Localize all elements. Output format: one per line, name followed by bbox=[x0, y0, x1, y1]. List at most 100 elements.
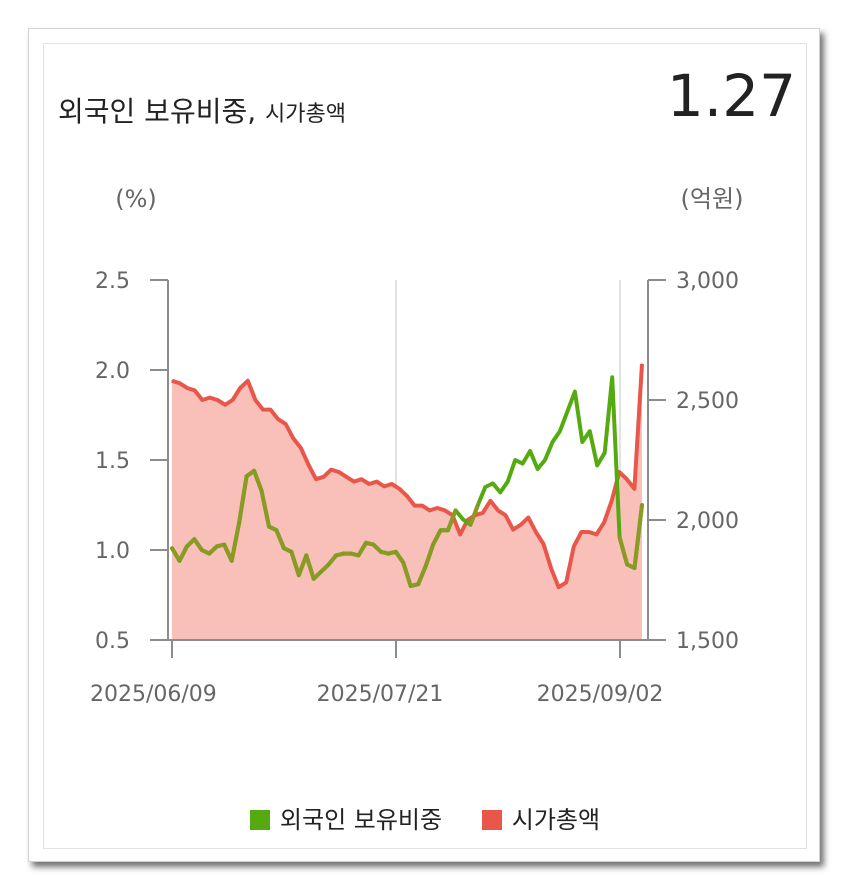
legend-label-foreign-ratio: 외국인 보유비중 bbox=[279, 806, 443, 834]
foreign-ratio-segment-over-area bbox=[401, 560, 413, 588]
foreign-ratio-point bbox=[551, 441, 554, 443]
market-cap-point bbox=[360, 478, 363, 481]
foreign-ratio-point bbox=[327, 563, 330, 566]
market-cap-point bbox=[193, 389, 196, 392]
foreign-ratio-segment-over-area bbox=[229, 521, 242, 563]
foreign-ratio-point bbox=[484, 486, 487, 488]
foreign-ratio-segment-over-area bbox=[170, 546, 182, 563]
market-cap-point bbox=[307, 464, 310, 466]
foreign-ratio-point bbox=[566, 410, 569, 413]
foreign-ratio-segment-over-area bbox=[304, 553, 316, 581]
dual-axis-chart: 2.5 2.0 1.5 1.0 0.5 3,000 2,500 2,000 1,500 2025/… bbox=[90, 185, 744, 707]
foreign-ratio-segment-over-area bbox=[393, 549, 406, 565]
market-cap-point bbox=[269, 408, 272, 411]
market-cap-point bbox=[421, 504, 424, 507]
foreign-ratio-point bbox=[395, 551, 397, 553]
legend-item-market-cap[interactable]: 시가총액 bbox=[481, 800, 601, 835]
foreign-ratio-point bbox=[618, 536, 621, 539]
market-cap-point bbox=[209, 396, 211, 399]
market-cap-point bbox=[284, 423, 287, 425]
x-tick-label: 2025/06/09 bbox=[90, 682, 217, 707]
foreign-ratio-segment-over-area bbox=[192, 537, 204, 552]
foreign-ratio-point bbox=[283, 547, 285, 549]
foreign-ratio-segment-over-area bbox=[356, 540, 368, 558]
market-cap-point bbox=[444, 509, 446, 512]
legend-swatch-red bbox=[481, 810, 502, 830]
market-cap-point bbox=[338, 471, 340, 473]
foreign-ratio-point bbox=[275, 529, 278, 531]
market-cap-point bbox=[580, 531, 583, 533]
foreign-ratio-point bbox=[626, 563, 628, 566]
market-cap-point bbox=[239, 387, 241, 389]
chart-frame: 외국인 보유비중, 시가총액 1.27 2.5 2.0 1.5 1.0 0.5 3,000… bbox=[28, 28, 820, 862]
foreign-ratio-point bbox=[402, 561, 405, 564]
foreign-ratio-point bbox=[544, 459, 546, 461]
market-cap-point bbox=[186, 387, 188, 389]
foreign-ratio-point bbox=[514, 459, 516, 461]
market-cap-point bbox=[231, 399, 234, 401]
foreign-ratio-segment-over-area bbox=[416, 564, 428, 587]
foreign-ratio-segment-over-area bbox=[274, 528, 286, 551]
foreign-ratio-segment-over-area bbox=[431, 528, 443, 547]
foreign-ratio-point bbox=[521, 462, 524, 465]
foreign-ratio-point bbox=[342, 552, 345, 555]
foreign-ratio-segment-over-area bbox=[289, 549, 301, 578]
foreign-ratio-point bbox=[387, 552, 390, 555]
foreign-ratio-point bbox=[245, 475, 248, 478]
market-cap-point bbox=[391, 483, 393, 485]
market-cap-point bbox=[224, 404, 226, 406]
foreign-ratio-point bbox=[372, 543, 375, 546]
foreign-ratio-point bbox=[230, 560, 233, 562]
market-cap-point bbox=[535, 531, 537, 533]
market-cap-point bbox=[459, 533, 461, 536]
right-tick-label: 2,000 bbox=[676, 509, 739, 534]
chart-card: 외국인 보유비중, 시가총액 1.27 2.5 2.0 1.5 1.0 0.5 3,000… bbox=[43, 43, 807, 849]
left-tick-label: 1.0 bbox=[95, 539, 130, 564]
foreign-ratio-point bbox=[529, 450, 531, 452]
foreign-ratio-segment-over-area bbox=[617, 535, 630, 567]
legend: 외국인 보유비중 시가총액 bbox=[44, 800, 806, 835]
market-cap-point bbox=[178, 382, 181, 385]
market-cap-point bbox=[406, 495, 408, 497]
market-cap-point bbox=[527, 516, 530, 519]
market-cap-point bbox=[489, 500, 492, 502]
market-cap-point bbox=[368, 483, 370, 485]
market-cap-point bbox=[375, 480, 378, 483]
right-tick-label: 1,500 bbox=[676, 629, 739, 654]
foreign-ratio-point bbox=[417, 583, 420, 585]
foreign-ratio-point bbox=[454, 509, 457, 512]
foreign-ratio-segment-over-area bbox=[468, 503, 480, 527]
foreign-ratio-point bbox=[201, 549, 203, 551]
market-cap-point bbox=[428, 509, 431, 512]
market-cap-point bbox=[595, 533, 598, 536]
legend-label-market-cap: 시가총액 bbox=[511, 806, 601, 834]
legend-item-foreign-ratio[interactable]: 외국인 보유비중 bbox=[249, 800, 443, 835]
market-cap-point bbox=[610, 500, 613, 502]
foreign-ratio-point bbox=[469, 524, 472, 526]
foreign-ratio-point bbox=[223, 543, 225, 546]
legend-swatch-green bbox=[249, 810, 270, 830]
market-cap-point bbox=[519, 524, 522, 526]
left-tick-label: 0.5 bbox=[95, 629, 130, 654]
market-cap-point bbox=[497, 509, 499, 512]
market-cap-point bbox=[262, 408, 264, 411]
foreign-ratio-point bbox=[536, 468, 539, 470]
current-value: 1.27 bbox=[666, 62, 796, 130]
market-cap-point bbox=[413, 504, 416, 507]
foreign-ratio-point bbox=[380, 551, 382, 553]
foreign-ratio-point bbox=[574, 390, 576, 393]
foreign-ratio-point bbox=[171, 547, 173, 549]
foreign-ratio-point bbox=[462, 518, 464, 521]
foreign-ratio-point bbox=[409, 585, 412, 587]
market-cap-point bbox=[565, 581, 567, 584]
foreign-ratio-point bbox=[365, 542, 367, 544]
right-axis-unit: (억원) bbox=[681, 185, 744, 213]
foreign-ratio-point bbox=[424, 565, 427, 567]
market-cap-point bbox=[315, 478, 317, 481]
foreign-ratio-point bbox=[447, 529, 449, 531]
foreign-ratio-point bbox=[320, 570, 323, 573]
left-tick-label: 2.5 bbox=[95, 269, 130, 294]
foreign-ratio-point bbox=[216, 545, 218, 548]
market-cap-point bbox=[322, 476, 325, 478]
foreign-ratio-point bbox=[492, 482, 494, 485]
